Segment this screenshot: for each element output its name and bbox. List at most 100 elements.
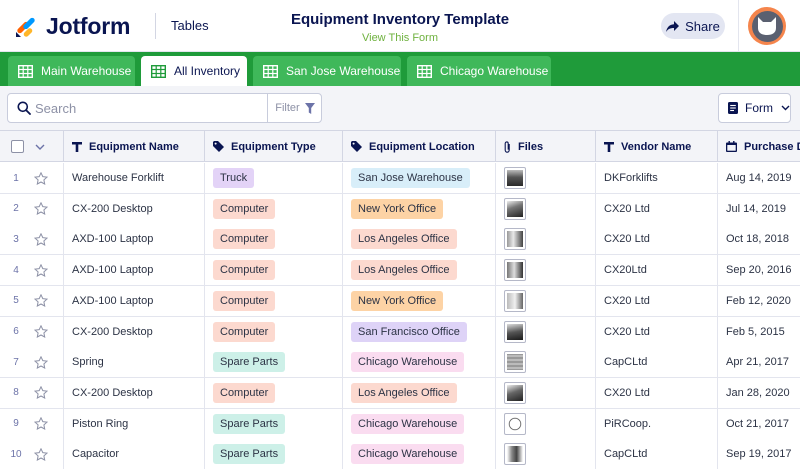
equipment-type-cell[interactable]: Computer <box>205 285 343 316</box>
purchase-date-cell[interactable]: Sep 19, 2017 <box>718 439 800 469</box>
equipment-name-cell[interactable]: AXD-100 Laptop <box>64 255 205 286</box>
section-label[interactable]: Tables <box>171 18 209 33</box>
jotform-logo[interactable]: Jotform <box>14 13 130 39</box>
equipment-location-cell[interactable]: New York Office <box>343 285 496 316</box>
column-header-vendor-name[interactable]: Vendor Name <box>596 131 718 162</box>
tab-main-warehouse[interactable]: Main Warehouse <box>8 56 135 86</box>
equipment-location-cell[interactable]: San Francisco Office <box>343 316 496 347</box>
vendor-name-cell[interactable]: CX20 Ltd <box>596 285 718 316</box>
equipment-name-cell[interactable]: CX-200 Desktop <box>64 193 205 224</box>
equipment-type-cell[interactable]: Computer <box>205 377 343 408</box>
purchase-date-cell[interactable]: Jul 14, 2019 <box>718 194 800 224</box>
file-thumbnail[interactable] <box>504 167 526 189</box>
file-thumbnail[interactable] <box>504 443 526 466</box>
table-row[interactable]: 4 AXD-100 Laptop Computer Los Angeles Offic… <box>0 255 800 287</box>
vendor-name-cell[interactable]: CapCLtd <box>596 347 718 378</box>
purchase-date-cell[interactable]: Feb 5, 2015 <box>718 317 800 347</box>
purchase-date-cell[interactable]: Oct 21, 2017 <box>718 409 800 439</box>
avatar[interactable] <box>748 7 786 45</box>
equipment-name-cell[interactable]: Spring <box>64 347 205 378</box>
equipment-name-cell[interactable]: Warehouse Forklift <box>64 163 205 193</box>
star-icon[interactable] <box>34 417 48 431</box>
equipment-location-cell[interactable]: Chicago Warehouse <box>343 439 496 469</box>
select-all-checkbox[interactable] <box>11 140 24 153</box>
equipment-name-cell[interactable]: CX-200 Desktop <box>64 377 205 408</box>
star-icon[interactable] <box>34 325 48 338</box>
equipment-name-cell[interactable]: CX-200 Desktop <box>64 316 205 347</box>
share-button[interactable]: Share <box>661 13 725 39</box>
purchase-date-cell[interactable]: Oct 18, 2018 <box>718 224 800 254</box>
vendor-name-cell[interactable]: CX20 Ltd <box>596 224 718 255</box>
search-input[interactable] <box>35 94 265 122</box>
equipment-type-cell[interactable]: Computer <box>205 224 343 255</box>
equipment-type-cell[interactable]: Computer <box>205 193 343 224</box>
star-icon[interactable] <box>34 263 48 277</box>
files-cell[interactable] <box>496 163 596 193</box>
vendor-name-cell[interactable]: PiRCoop. <box>596 408 718 439</box>
equipment-name-cell[interactable]: AXD-100 Laptop <box>64 285 205 316</box>
equipment-location-cell[interactable]: Los Angeles Office <box>343 224 496 255</box>
form-dropdown-button[interactable]: Form <box>718 93 791 123</box>
equipment-location-cell[interactable]: San Jose Warehouse <box>343 163 496 193</box>
purchase-date-cell[interactable]: Apr 21, 2017 <box>718 347 800 377</box>
equipment-name-cell[interactable]: AXD-100 Laptop <box>64 224 205 255</box>
star-icon[interactable] <box>34 355 48 369</box>
table-row[interactable]: 8 CX-200 Desktop Computer Los Angeles Offic… <box>0 377 800 409</box>
tab-chicago-warehouse[interactable]: Chicago Warehouse <box>407 56 551 86</box>
purchase-date-cell[interactable]: Feb 12, 2020 <box>718 286 800 316</box>
chevron-down-icon[interactable] <box>35 144 45 150</box>
files-cell[interactable] <box>496 377 596 408</box>
table-row[interactable]: 9 Piston Ring Spare Parts Chicago Warehouse… <box>0 408 800 440</box>
files-cell[interactable] <box>496 439 596 469</box>
column-header-purchase-date[interactable]: Purchase Da <box>718 131 800 162</box>
view-form-link[interactable]: View This Form <box>361 32 438 44</box>
equipment-type-cell[interactable]: Spare Parts <box>205 347 343 378</box>
file-thumbnail[interactable] <box>504 320 526 343</box>
files-cell[interactable] <box>496 316 596 347</box>
equipment-location-cell[interactable]: New York Office <box>343 193 496 224</box>
vendor-name-cell[interactable]: DKForklifts <box>596 163 718 193</box>
equipment-location-cell[interactable]: Los Angeles Office <box>343 377 496 408</box>
column-header-equipment-location[interactable]: Equipment Location <box>343 131 496 162</box>
file-thumbnail[interactable] <box>504 381 526 404</box>
table-row[interactable]: 2 CX-200 Desktop Computer New York Office CX… <box>0 193 800 225</box>
files-cell[interactable] <box>496 193 596 224</box>
equipment-name-cell[interactable]: Capacitor <box>64 439 205 469</box>
tab-all-inventory[interactable]: All Inventory <box>141 56 247 86</box>
equipment-location-cell[interactable]: Los Angeles Office <box>343 255 496 286</box>
files-cell[interactable] <box>496 347 596 378</box>
vendor-name-cell[interactable]: CX20Ltd <box>596 255 718 286</box>
star-icon[interactable] <box>34 294 48 308</box>
equipment-location-cell[interactable]: Chicago Warehouse <box>343 347 496 378</box>
equipment-name-cell[interactable]: Piston Ring <box>64 408 205 439</box>
purchase-date-cell[interactable]: Aug 14, 2019 <box>718 163 800 193</box>
star-icon[interactable] <box>34 202 48 216</box>
equipment-type-cell[interactable]: Spare Parts <box>205 408 343 439</box>
tab-san-jose-warehouse[interactable]: San Jose Warehouse <box>253 56 401 86</box>
vendor-name-cell[interactable]: CapCLtd <box>596 439 718 469</box>
files-cell[interactable] <box>496 408 596 439</box>
table-row[interactable]: 6 CX-200 Desktop Computer San Francisco Off… <box>0 316 800 348</box>
star-icon[interactable] <box>34 171 48 185</box>
table-row[interactable]: 10 Capacitor Spare Parts Chicago Warehouse C… <box>0 439 800 469</box>
file-thumbnail[interactable] <box>504 289 526 312</box>
equipment-type-cell[interactable]: Computer <box>205 255 343 286</box>
column-header-equipment-name[interactable]: Equipment Name <box>64 131 205 162</box>
file-thumbnail[interactable] <box>504 197 526 220</box>
filter-button[interactable]: Filter <box>267 94 322 122</box>
purchase-date-cell[interactable]: Jan 28, 2020 <box>718 378 800 408</box>
file-thumbnail[interactable] <box>504 259 526 282</box>
file-thumbnail[interactable] <box>504 412 526 435</box>
table-row[interactable]: 3 AXD-100 Laptop Computer Los Angeles Offic… <box>0 224 800 256</box>
table-row[interactable]: 1 Warehouse Forklift Truck San Jose Warehou… <box>0 163 800 194</box>
star-icon[interactable] <box>34 386 48 400</box>
files-cell[interactable] <box>496 224 596 255</box>
equipment-type-cell[interactable]: Computer <box>205 316 343 347</box>
files-cell[interactable] <box>496 255 596 286</box>
equipment-type-cell[interactable]: Truck <box>205 163 343 193</box>
column-header-equipment-type[interactable]: Equipment Type <box>205 131 343 162</box>
vendor-name-cell[interactable]: CX20 Ltd <box>596 193 718 224</box>
purchase-date-cell[interactable]: Sep 20, 2016 <box>718 255 800 285</box>
equipment-type-cell[interactable]: Spare Parts <box>205 439 343 469</box>
table-row[interactable]: 5 AXD-100 Laptop Computer New York Office CX… <box>0 285 800 317</box>
